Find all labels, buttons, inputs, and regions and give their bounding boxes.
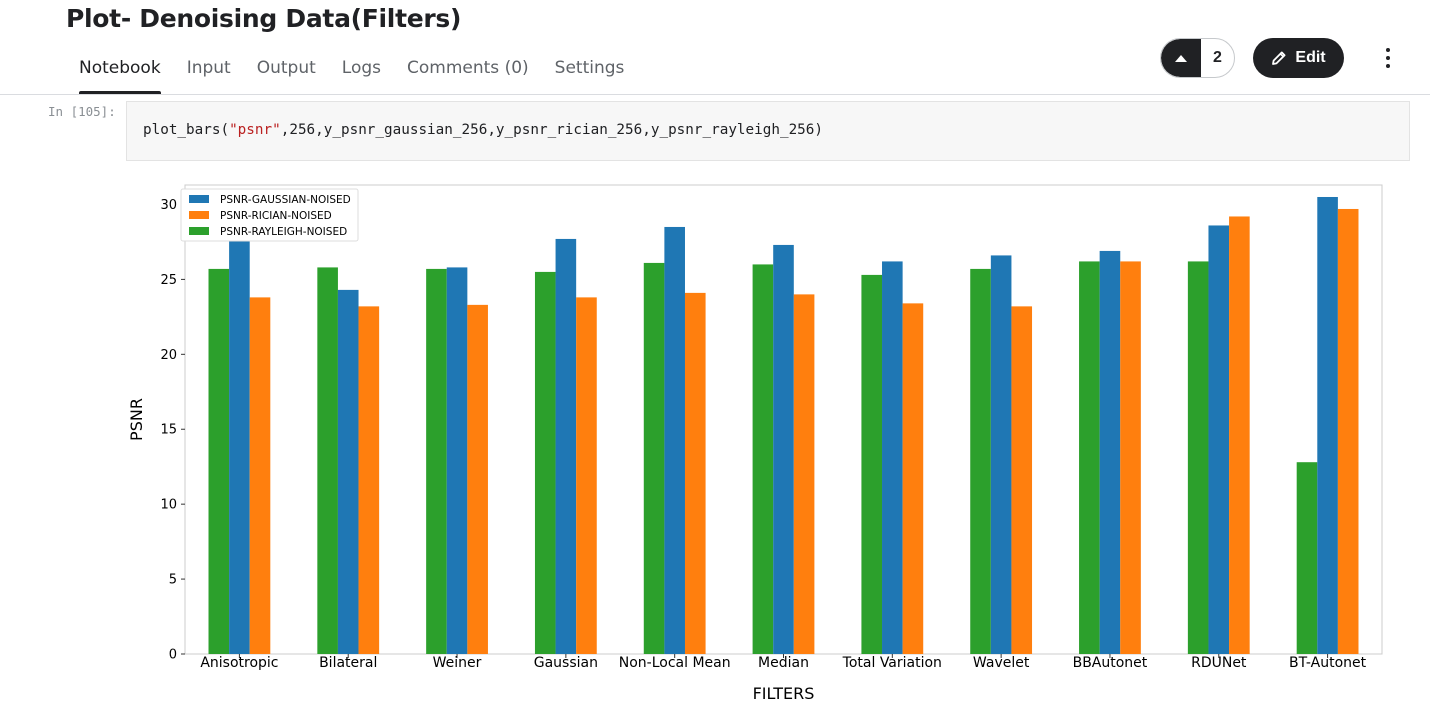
tab-output[interactable]: Output	[244, 54, 329, 94]
y-tick-label: 5	[169, 573, 177, 588]
bar	[337, 289, 359, 654]
bar	[773, 244, 794, 654]
more-vertical-icon	[1386, 64, 1390, 68]
x-tick-label: Total Variation	[842, 655, 942, 671]
y-tick-label: 25	[160, 273, 177, 288]
legend-box	[180, 188, 359, 242]
bar	[1079, 261, 1100, 654]
more-vertical-icon	[1386, 56, 1390, 60]
code-line: plot_bars("psnr",256,y_psnr_gaussian_256…	[143, 122, 823, 138]
bar	[882, 261, 903, 654]
tab-label: Settings	[554, 58, 625, 78]
x-tick-label: BT-Autonet	[1289, 655, 1367, 671]
code-string: "psnr"	[229, 122, 281, 138]
x-tick-label: Bilateral	[319, 655, 377, 671]
bar	[1229, 216, 1250, 654]
tab-label: Logs	[341, 58, 382, 78]
bar	[229, 238, 250, 654]
more-vertical-icon	[1386, 48, 1390, 52]
x-tick-label: Wavelet	[973, 655, 1030, 671]
tab-notebook[interactable]: Notebook	[66, 54, 174, 94]
bar	[555, 238, 577, 654]
legend-label: PSNR-GAUSSIAN-NOISED	[220, 194, 351, 206]
edit-label: Edit	[1295, 49, 1326, 66]
bar	[752, 264, 774, 654]
bar	[684, 292, 706, 654]
code-call: plot_bars(	[143, 122, 230, 138]
bar	[1099, 250, 1121, 654]
bar	[576, 297, 597, 654]
cell-prompt: In [105]:	[48, 104, 116, 119]
bar	[1296, 462, 1318, 654]
x-tick-label: RDUNet	[1191, 655, 1247, 671]
bar	[467, 304, 488, 654]
tab-input[interactable]: Input	[174, 54, 244, 94]
notebook-tabs: Notebook Input Output Logs Comments (0) …	[66, 54, 637, 94]
bar	[1208, 225, 1230, 654]
vote-count[interactable]: 2	[1213, 49, 1222, 66]
tab-settings[interactable]: Settings	[542, 54, 638, 94]
y-tick-label: 20	[160, 348, 177, 363]
bar	[664, 226, 685, 654]
tab-label: Comments (0)	[407, 58, 529, 78]
edit-button[interactable]: Edit	[1253, 38, 1344, 78]
y-axis-label: PSNR	[127, 398, 146, 441]
y-tick-label: 15	[160, 423, 177, 438]
x-tick-label: BBAutonet	[1073, 655, 1148, 671]
y-tick-label: 0	[169, 648, 177, 663]
legend-label: PSNR-RICIAN-NOISED	[220, 210, 332, 222]
upvote-button[interactable]	[1161, 39, 1201, 77]
page-title: Plot- Denoising Data(Filters)	[66, 4, 462, 33]
bar	[1187, 261, 1209, 654]
x-axis-label: FILTERS	[753, 684, 815, 703]
code-args: ,256,y_psnr_gaussian_256,y_psnr_rician_2…	[280, 122, 824, 138]
bar	[861, 274, 883, 654]
legend-swatch	[189, 195, 209, 203]
x-tick-label: Anisotropic	[200, 655, 278, 671]
y-tick-label: 10	[160, 498, 177, 513]
legend-swatch	[189, 211, 209, 219]
more-options-button[interactable]	[1372, 42, 1404, 74]
tab-logs[interactable]: Logs	[329, 54, 394, 94]
bar	[208, 268, 230, 654]
pencil-icon	[1272, 51, 1286, 65]
bar	[446, 267, 468, 654]
tab-label: Output	[256, 58, 316, 78]
bar	[643, 262, 665, 654]
bar	[970, 268, 991, 654]
bar	[902, 303, 924, 654]
tab-comments[interactable]: Comments (0)	[394, 54, 542, 94]
caret-up-icon	[1175, 54, 1187, 62]
bar	[249, 297, 271, 654]
bar	[534, 271, 556, 654]
code-cell[interactable]: plot_bars("psnr",256,y_psnr_gaussian_256…	[126, 101, 1410, 161]
bar	[1317, 196, 1338, 655]
tab-label: Input	[186, 58, 231, 78]
bar	[793, 294, 815, 654]
header-divider	[0, 94, 1430, 95]
x-tick-label: Median	[758, 655, 809, 671]
x-tick-label: Gaussian	[534, 655, 598, 671]
y-tick-label: 30	[160, 198, 177, 213]
legend-label: PSNR-RAYLEIGH-NOISED	[220, 226, 347, 238]
bar	[426, 268, 447, 654]
bar	[1337, 208, 1359, 654]
bar	[1011, 306, 1033, 654]
x-tick-label: Non-Local Mean	[619, 655, 731, 671]
legend-swatch	[189, 227, 209, 235]
tab-label: Notebook	[79, 58, 161, 78]
bar	[1120, 261, 1141, 654]
x-tick-label: Weiner	[433, 655, 482, 671]
bar	[317, 267, 338, 654]
upvote-widget: 2	[1160, 38, 1235, 78]
bar	[358, 306, 380, 654]
bar	[990, 255, 1012, 655]
